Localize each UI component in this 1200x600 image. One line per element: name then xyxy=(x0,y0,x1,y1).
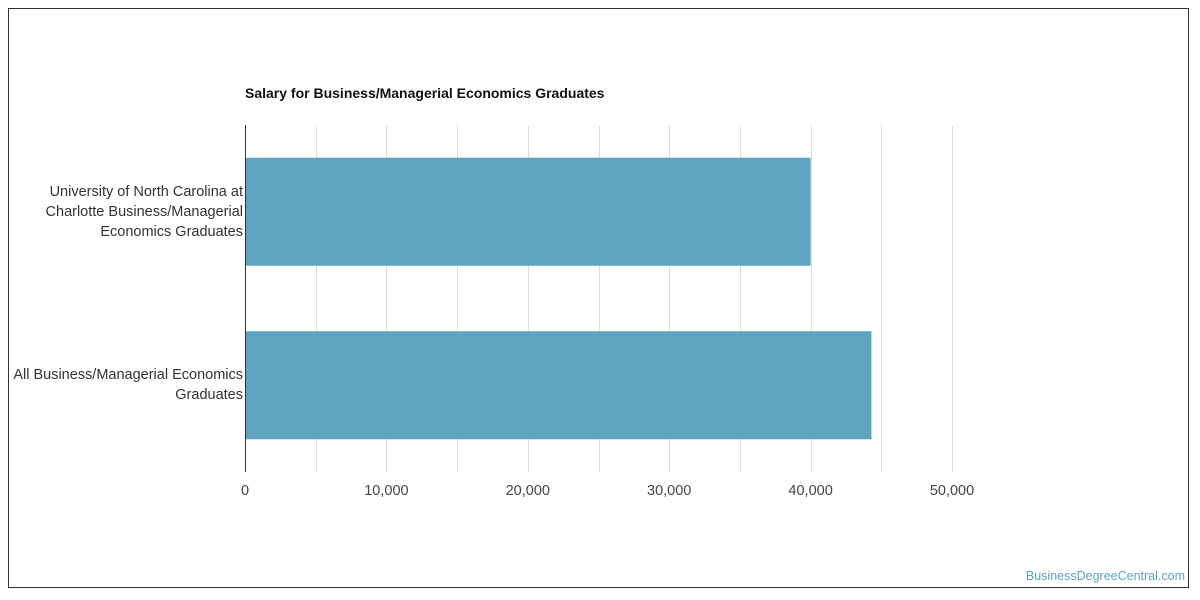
category-label: University of North Carolina at Charlott… xyxy=(45,183,243,240)
x-tick-label: 30,000 xyxy=(647,483,691,499)
chart-title: Salary for Business/Managerial Economics… xyxy=(245,85,605,101)
category-label: All Business/Managerial Economics Gradua… xyxy=(13,367,243,404)
x-tick-label: 20,000 xyxy=(506,483,550,499)
bar-2 xyxy=(245,331,872,440)
x-tick-label: 40,000 xyxy=(788,483,832,499)
chart-frame xyxy=(8,8,1189,588)
x-tick-label: 0 xyxy=(241,483,249,499)
watermark: BusinessDegreeCentral.com xyxy=(1025,569,1185,583)
x-tick-label: 10,000 xyxy=(364,483,408,499)
x-tick-label: 50,000 xyxy=(930,483,974,499)
bar-1 xyxy=(245,157,811,266)
